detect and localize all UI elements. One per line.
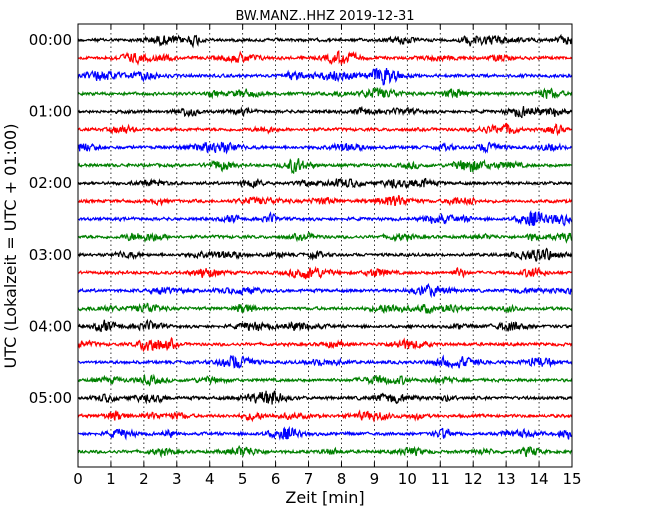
x-tick-label: 0	[73, 470, 83, 488]
vertical-grid	[110, 24, 540, 467]
x-tick-label: 9	[370, 470, 380, 488]
trace-19	[77, 373, 573, 387]
x-tick-label: 8	[337, 470, 347, 488]
x-tick-label: 12	[464, 470, 483, 488]
x-tick-label: 1	[106, 470, 116, 488]
trace-7	[77, 158, 573, 174]
y-tick-label: 01:00	[29, 103, 72, 121]
y-tick-label: 00:00	[29, 31, 72, 49]
trace-18	[77, 354, 573, 370]
x-tick-label: 4	[205, 470, 215, 488]
x-tick-label: 2	[139, 470, 149, 488]
trace-15	[77, 302, 573, 315]
trace-21	[77, 409, 573, 423]
trace-group	[77, 33, 573, 459]
trace-5	[77, 122, 573, 137]
x-axis-ticks: 0 1 2 3 4 5 6 7 8 9 10 11 12 13 14 15	[73, 24, 582, 488]
x-tick-label: 14	[530, 470, 549, 488]
y-axis-ticks: 00:00 01:00 02:00 03:00 04:00 05:00	[29, 31, 572, 407]
x-tick-label: 15	[562, 470, 581, 488]
y-tick-label: 05:00	[29, 389, 72, 407]
trace-4	[77, 105, 573, 119]
trace-2	[77, 67, 573, 86]
x-tick-label: 5	[238, 470, 248, 488]
plot-area	[78, 24, 572, 467]
trace-13	[77, 265, 572, 280]
x-tick-label: 10	[398, 470, 417, 488]
trace-22	[77, 425, 573, 441]
trace-3	[77, 86, 573, 100]
trace-1	[77, 50, 573, 66]
trace-11	[77, 232, 573, 244]
trace-12	[77, 247, 573, 263]
trace-16	[77, 318, 573, 333]
x-tick-label: 7	[304, 470, 314, 488]
plot-frame	[77, 23, 573, 468]
x-axis-label: Zeit [min]	[285, 488, 364, 507]
x-tick-label: 11	[431, 470, 450, 488]
trace-23	[77, 444, 573, 459]
trace-9	[77, 194, 573, 207]
y-tick-label: 02:00	[29, 174, 72, 192]
trace-14	[77, 282, 573, 299]
trace-10	[77, 209, 573, 227]
y-tick-label: 03:00	[29, 246, 72, 264]
trace-8	[77, 177, 573, 190]
x-tick-label: 3	[172, 470, 182, 488]
chart-title: BW.MANZ..HHZ 2019-12-31	[235, 9, 414, 24]
x-tick-label: 13	[497, 470, 516, 488]
trace-20	[77, 390, 573, 405]
y-tick-label: 04:00	[29, 317, 72, 335]
trace-17	[77, 336, 573, 353]
x-tick-label: 6	[271, 470, 281, 488]
trace-0	[77, 33, 573, 49]
y-axis-label: UTC (Lokalzeit = UTC + 01:00)	[1, 124, 20, 369]
trace-6	[77, 141, 572, 155]
